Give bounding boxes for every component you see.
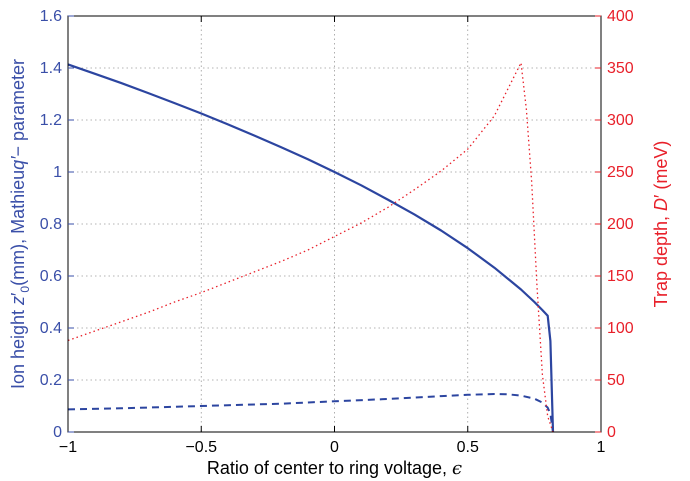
series-line-dotted — [67, 62, 554, 433]
right-y-tick-label: 0 — [607, 424, 616, 441]
left-y-tick-label: 1.2 — [40, 112, 62, 129]
x-axis-label-symbol: ϵ — [452, 458, 462, 479]
left-y-tick-label: 0.4 — [40, 320, 62, 337]
left-y-axis-label: Ion height z′0(mm), Mathieuq′− parameter — [8, 59, 32, 389]
ticks: −1 −0.5 0 0.5 100.20.40.60.811.21.41.6050100… — [40, 8, 634, 456]
left-y-tick-label: 0 — [53, 424, 62, 441]
right-y-tick-label: 200 — [607, 216, 634, 233]
right-y-tick-label: 50 — [607, 372, 625, 389]
left-y-axis-label-prefix: Ion height — [8, 305, 28, 389]
x-tick-label: −1 — [59, 439, 77, 456]
left-y-tick-label: 1.6 — [40, 8, 62, 25]
right-y-tick-label: 400 — [607, 8, 634, 25]
x-axis-label: Ratio of center to ring voltage, ϵ — [207, 458, 462, 479]
grid — [68, 16, 601, 432]
left-y-axis-label-sub: 0 — [18, 286, 32, 293]
left-y-axis-label-mid: (mm), Mathieu — [8, 170, 28, 286]
right-y-axis-label-suffix: (meV) — [651, 141, 671, 195]
right-y-tick-label: 150 — [607, 268, 634, 285]
left-y-axis-label-prime: ′ — [8, 292, 28, 296]
series-line-solid — [67, 63, 555, 433]
x-tick-label: −0.5 — [185, 439, 217, 456]
right-y-axis-label-prefix: Trap depth, — [651, 211, 671, 307]
right-y-tick-label: 100 — [607, 320, 634, 337]
right-y-tick-label: 350 — [607, 60, 634, 77]
left-y-axis-label-var: z — [8, 296, 28, 306]
x-tick-label: 0 — [330, 439, 339, 456]
left-y-tick-label: 0.6 — [40, 268, 62, 285]
x-axis-label-text: Ratio of center to ring voltage, — [207, 458, 452, 478]
left-y-axis-label-suffix: − parameter — [8, 59, 28, 157]
right-y-axis-label-prime: ′ — [651, 194, 671, 198]
x-tick-label: 0.5 — [457, 439, 479, 456]
left-y-tick-label: 0.8 — [40, 216, 62, 233]
series-line-dashed — [67, 393, 554, 433]
x-tick-label: 1 — [597, 439, 606, 456]
left-y-tick-label: 0.2 — [40, 372, 62, 389]
right-y-axis-label-var: D — [651, 198, 671, 211]
left-y-axis-label-var2: q′ — [8, 156, 28, 170]
right-y-tick-label: 300 — [607, 112, 634, 129]
right-y-axis-label: Trap depth, D′ (meV) — [651, 141, 671, 308]
right-y-tick-label: 250 — [607, 164, 634, 181]
series-layer — [67, 62, 555, 433]
left-y-tick-label: 1.4 — [40, 60, 62, 77]
left-y-tick-label: 1 — [53, 164, 62, 181]
